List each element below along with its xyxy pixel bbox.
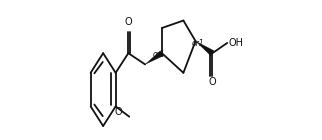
Polygon shape xyxy=(195,41,214,56)
Text: O: O xyxy=(125,17,132,27)
Text: O: O xyxy=(209,77,216,88)
Text: or1: or1 xyxy=(192,39,204,48)
Text: OH: OH xyxy=(228,38,243,48)
Text: O: O xyxy=(114,107,122,117)
Text: or1: or1 xyxy=(153,50,165,59)
Polygon shape xyxy=(145,51,164,64)
